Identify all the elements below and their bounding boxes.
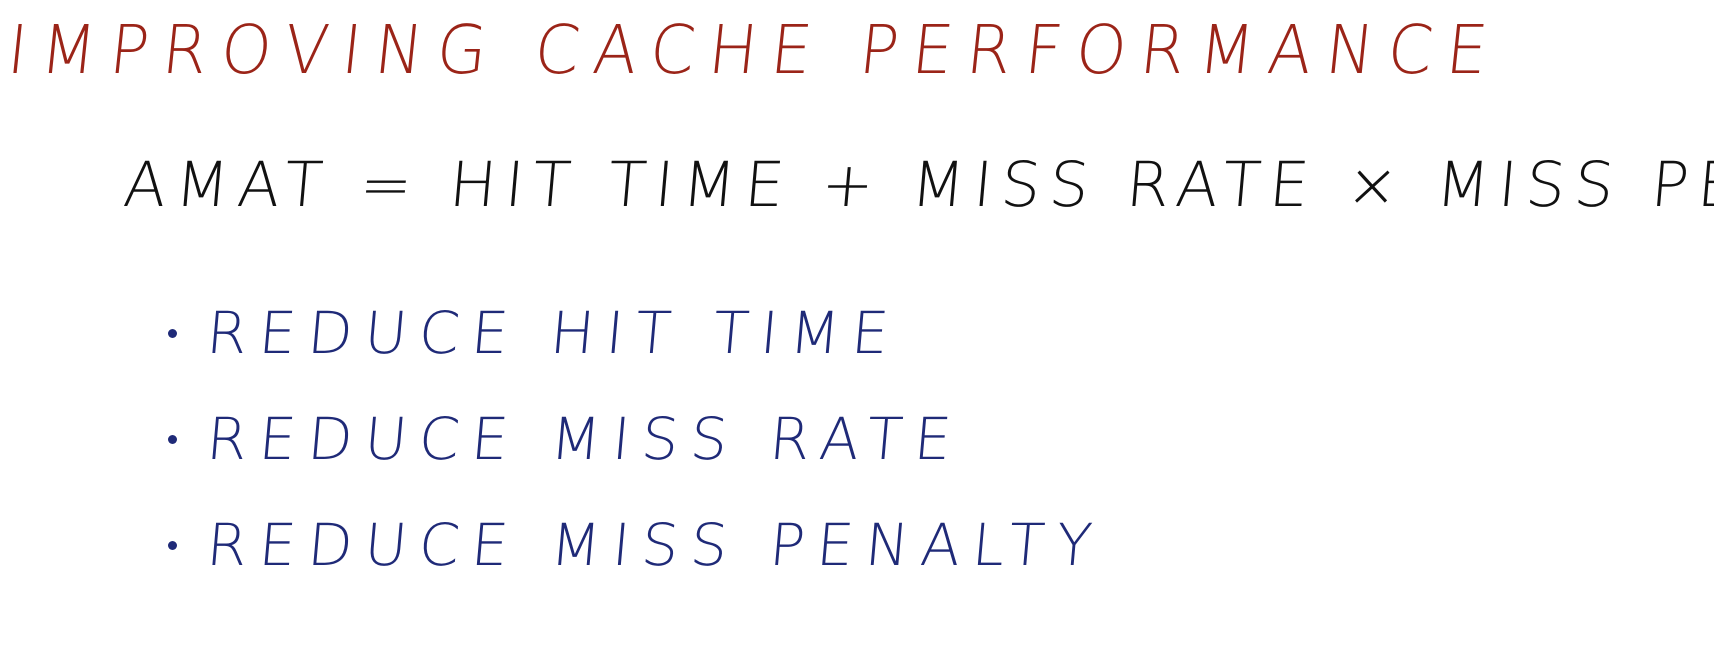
list-item-text: REDUCE MISS RATE: [204, 405, 967, 473]
list-item-text: REDUCE HIT TIME: [204, 299, 904, 367]
list-item: REDUCE MISS PENALTY: [168, 492, 1107, 598]
bullet-dot-icon: [168, 434, 177, 444]
list-item: REDUCE MISS RATE: [168, 386, 1104, 492]
strategy-list: REDUCE HIT TIME REDUCE MISS RATE REDUCE …: [168, 280, 1107, 598]
bullet-dot-icon: [168, 540, 177, 550]
bullet-dot-icon: [168, 328, 177, 338]
amat-formula: AMAT = HIT TIME + MISS RATE × MISS PENAL…: [120, 148, 1714, 221]
list-item: REDUCE HIT TIME: [168, 280, 1104, 386]
list-item-text: REDUCE MISS PENALTY: [204, 511, 1107, 579]
slide-title: IMPROVING CACHE PERFORMANCE: [3, 12, 1506, 90]
